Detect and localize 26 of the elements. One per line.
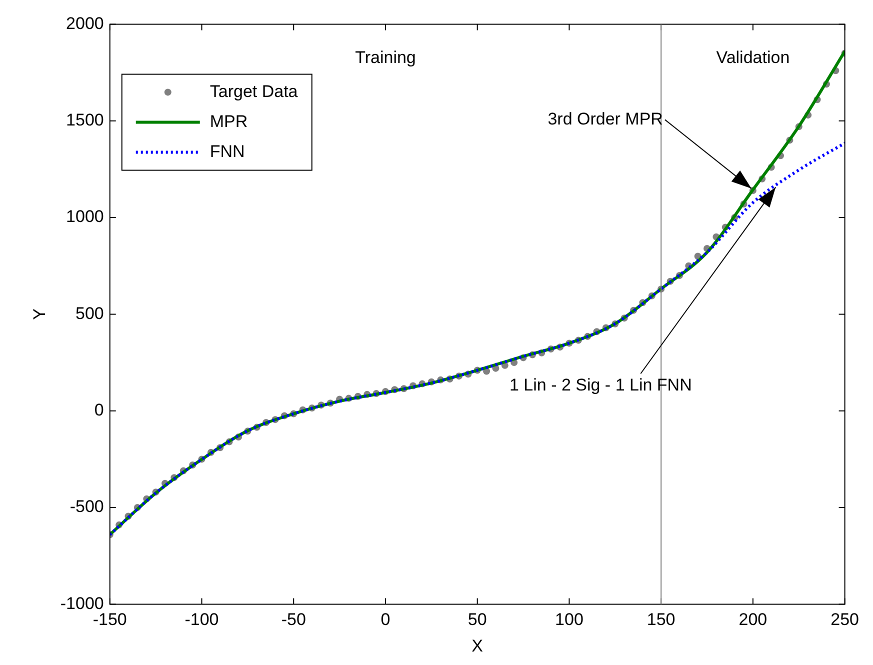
annotation: 1 Lin - 2 Sig - 1 Lin FNN [509, 375, 692, 394]
line-series [110, 142, 845, 536]
x-axis-title: X [472, 636, 484, 656]
y-tick-label: -500 [70, 497, 104, 516]
x-tick-label: -50 [281, 610, 306, 630]
legend-label: Target Data [210, 82, 298, 101]
y-tick-label: 0 [94, 400, 104, 420]
x-tick-label: 100 [555, 610, 584, 630]
x-tick-label: -150 [92, 610, 127, 630]
y-tick-label: -1000 [60, 594, 104, 613]
legend-label: MPR [210, 112, 248, 131]
y-tick-label: 1500 [66, 110, 104, 130]
annotation: 3rd Order MPR [548, 109, 663, 128]
annotation: Validation [716, 48, 790, 67]
x-tick-label: 0 [380, 610, 390, 630]
x-tick-label: 150 [646, 610, 676, 630]
y-tick-label: 1000 [66, 207, 104, 226]
y-tick-label: 2000 [66, 14, 104, 33]
y-tick-label: 500 [76, 304, 104, 323]
x-tick-label: 250 [830, 610, 860, 630]
y-axis-title: Y [30, 308, 49, 320]
legend-label: FNN [210, 142, 245, 161]
x-tick-label: 200 [738, 610, 768, 630]
x-tick-label: 50 [468, 610, 487, 630]
annotation: Training [355, 48, 416, 67]
x-tick-label: -100 [184, 610, 219, 630]
